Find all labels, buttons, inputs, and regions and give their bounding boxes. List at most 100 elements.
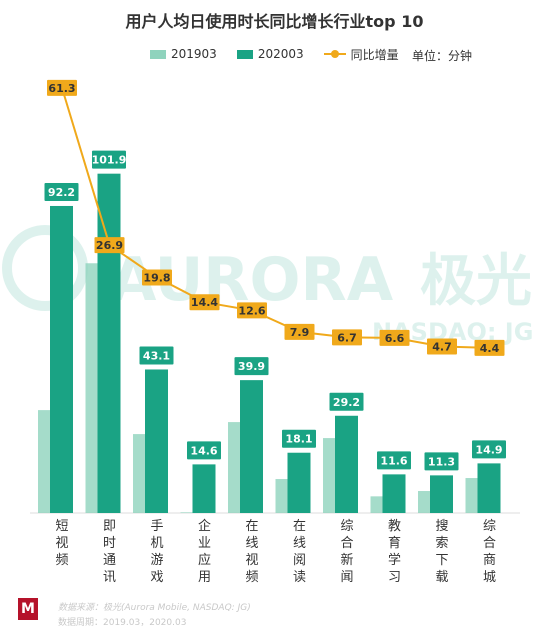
bar-202003-0	[50, 205, 73, 513]
growth-label-2: 19.8	[143, 272, 170, 285]
value-label-202003-4: 39.9	[238, 360, 265, 373]
growth-label-box-6	[332, 329, 362, 346]
bar-202003-1	[97, 173, 121, 513]
bar-202003-7	[382, 474, 406, 513]
bar-202003-2	[145, 369, 168, 513]
bar-201903-9	[465, 478, 478, 513]
value-label-202003-6: 29.2	[333, 396, 360, 409]
bar-201903-2	[133, 434, 145, 513]
category-label-0-0: 短	[55, 519, 68, 534]
value-label-box-2	[139, 346, 174, 365]
category-label-1-3: 讯	[103, 570, 116, 585]
legend-label-growth: 同比增量	[350, 47, 399, 62]
category-label-9-0: 综	[483, 519, 496, 534]
date-line: 数据周期：2019.03，2020.03	[58, 618, 187, 628]
growth-label-4: 12.6	[238, 304, 265, 317]
legend-item-201903: 201903	[150, 47, 217, 61]
source-line: 数据来源：极光(Aurora Mobile, NASDAQ: JG)	[58, 603, 251, 613]
category-label-2-1: 机	[150, 536, 163, 551]
growth-label-8: 4.7	[432, 341, 452, 354]
growth-label-box-3	[189, 294, 220, 311]
growth-label-box-9	[474, 339, 505, 356]
bar-201903-5	[275, 479, 288, 513]
bar-201903-0	[38, 410, 50, 513]
bar-202003-4	[240, 380, 263, 513]
category-label-1-0: 即	[103, 519, 116, 534]
growth-line	[61, 87, 490, 349]
category-label-2-2: 游	[150, 553, 163, 568]
value-label-202003-9: 14.9	[475, 443, 502, 456]
growth-label-0: 61.3	[48, 82, 75, 95]
legend-item-growth: 同比增量	[323, 46, 399, 63]
legend-swatch-201903	[150, 49, 166, 59]
bar-202003-8	[430, 475, 453, 513]
legend-label-201903: 201903	[171, 47, 217, 61]
category-label-9-1: 合	[483, 536, 496, 551]
value-label-box-9	[472, 440, 506, 459]
category-label-7-0: 教	[388, 518, 401, 534]
unit-label: 单位：分钟	[412, 49, 473, 63]
category-label-4-1: 线	[245, 536, 258, 551]
category-label-5-2: 阅	[293, 553, 306, 568]
legend-swatch-202003	[236, 49, 253, 59]
legend-line-marker	[323, 49, 346, 59]
growth-label-box-0	[47, 79, 77, 96]
category-label-4-0: 在	[245, 519, 258, 534]
category-label-2-3: 戏	[150, 570, 163, 585]
growth-label-3: 14.4	[191, 296, 218, 309]
bar-201903-8	[418, 491, 430, 513]
category-label-6-1: 合	[340, 536, 353, 551]
category-label-8-3: 载	[435, 570, 448, 585]
category-label-5-1: 线	[293, 536, 306, 551]
category-label-3-0: 企	[198, 518, 211, 534]
category-label-4-2: 视	[245, 553, 258, 568]
growth-label-box-2	[142, 269, 172, 286]
category-label-4-3: 频	[245, 570, 258, 585]
value-label-box-0	[44, 182, 79, 201]
growth-label-1: 26.9	[96, 239, 123, 252]
value-label-202003-3: 14.6	[190, 444, 217, 457]
growth-label-7: 6.6	[385, 332, 405, 345]
category-label-6-2: 新	[340, 552, 353, 568]
value-label-202003-8: 11.3	[428, 455, 455, 468]
category-label-5-0: 在	[293, 519, 306, 534]
bar-202003-5	[287, 452, 311, 513]
category-label-8-2: 下	[435, 553, 448, 568]
value-label-box-8	[424, 452, 459, 471]
category-label-8-0: 搜	[435, 519, 448, 534]
category-label-5-3: 读	[293, 570, 306, 585]
watermark-brand-cn: 极光	[420, 249, 532, 314]
value-label-box-6	[329, 392, 364, 411]
category-label-9-3: 城	[483, 570, 496, 585]
category-label-3-3: 用	[198, 570, 211, 585]
growth-label-box-7	[379, 329, 410, 346]
watermark-ring	[2, 225, 88, 311]
value-label-box-3	[187, 441, 221, 460]
value-label-202003-2: 43.1	[143, 349, 170, 362]
growth-label-6: 6.7	[337, 331, 357, 344]
category-label-1-1: 时	[103, 536, 116, 551]
value-label-box-5	[282, 429, 316, 448]
value-label-box-4	[234, 357, 269, 376]
value-label-202003-1: 101.9	[92, 154, 127, 167]
category-label-1-2: 通	[103, 553, 116, 568]
value-label-box-7	[377, 451, 411, 470]
legend: 201903 202003 同比增量	[150, 44, 419, 64]
value-label-box-1	[92, 150, 126, 169]
value-label-202003-7: 11.6	[380, 454, 407, 467]
category-label-0-2: 频	[55, 553, 68, 568]
chart-title: 用户人均日使用时长同比增长行业top 10	[125, 12, 424, 31]
category-label-6-0: 综	[340, 519, 353, 534]
bar-201903-6	[323, 438, 335, 513]
bar-201903-7	[370, 496, 383, 513]
bar-202003-6	[335, 415, 358, 513]
category-label-7-1: 育	[388, 535, 401, 551]
growth-label-box-5	[284, 323, 315, 340]
bar-202003-3	[192, 464, 216, 513]
growth-label-9: 4.4	[480, 342, 500, 355]
bar-202003-9	[477, 463, 501, 513]
category-label-3-1: 业	[198, 536, 211, 551]
value-label-202003-0: 92.2	[48, 186, 75, 199]
legend-item-202003: 202003	[236, 47, 304, 61]
